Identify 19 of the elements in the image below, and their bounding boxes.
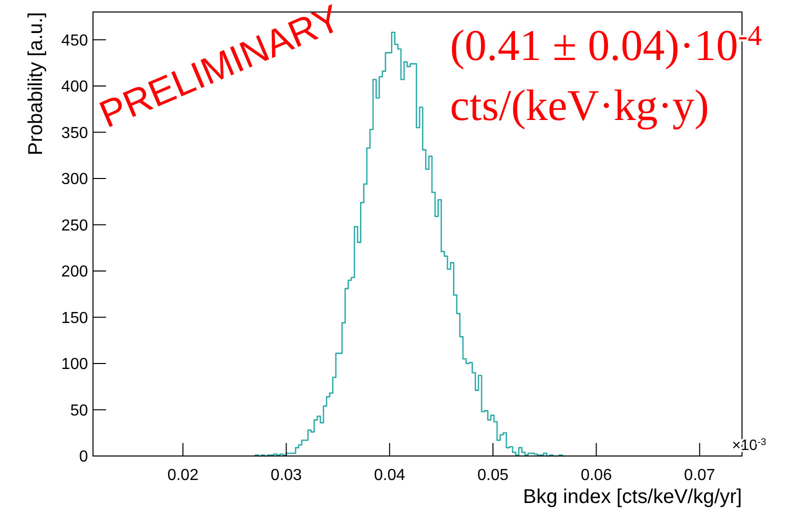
y-tick-label: 200 — [61, 264, 88, 281]
y-tick-label: 350 — [61, 124, 88, 142]
x-tick-label: 0.05 — [477, 467, 509, 484]
y-axis-title: Probability [a.u.] — [25, 12, 47, 156]
x-axis-title: Bkg index [cts/keV/kg/yr] — [523, 486, 742, 508]
x-tick-label: 0.07 — [684, 467, 716, 484]
y-tick-label: 0 — [79, 448, 88, 466]
x-tick-label: 0.06 — [580, 467, 612, 484]
x-tick-label: 0.02 — [167, 467, 199, 484]
y-tick-label: 150 — [61, 310, 88, 327]
y-tick-label: 100 — [61, 356, 88, 374]
y-tick-label: 450 — [61, 32, 88, 50]
y-tick-label: 400 — [61, 78, 88, 96]
y-tick-label: 50 — [70, 402, 88, 420]
y-tick-label: 250 — [61, 217, 88, 234]
y-tick-label: 300 — [61, 171, 88, 188]
x-tick-label: 0.03 — [270, 467, 302, 484]
annotation: cts/(keV·kg·y) — [450, 81, 710, 130]
x-tick-label: 0.04 — [374, 467, 406, 484]
